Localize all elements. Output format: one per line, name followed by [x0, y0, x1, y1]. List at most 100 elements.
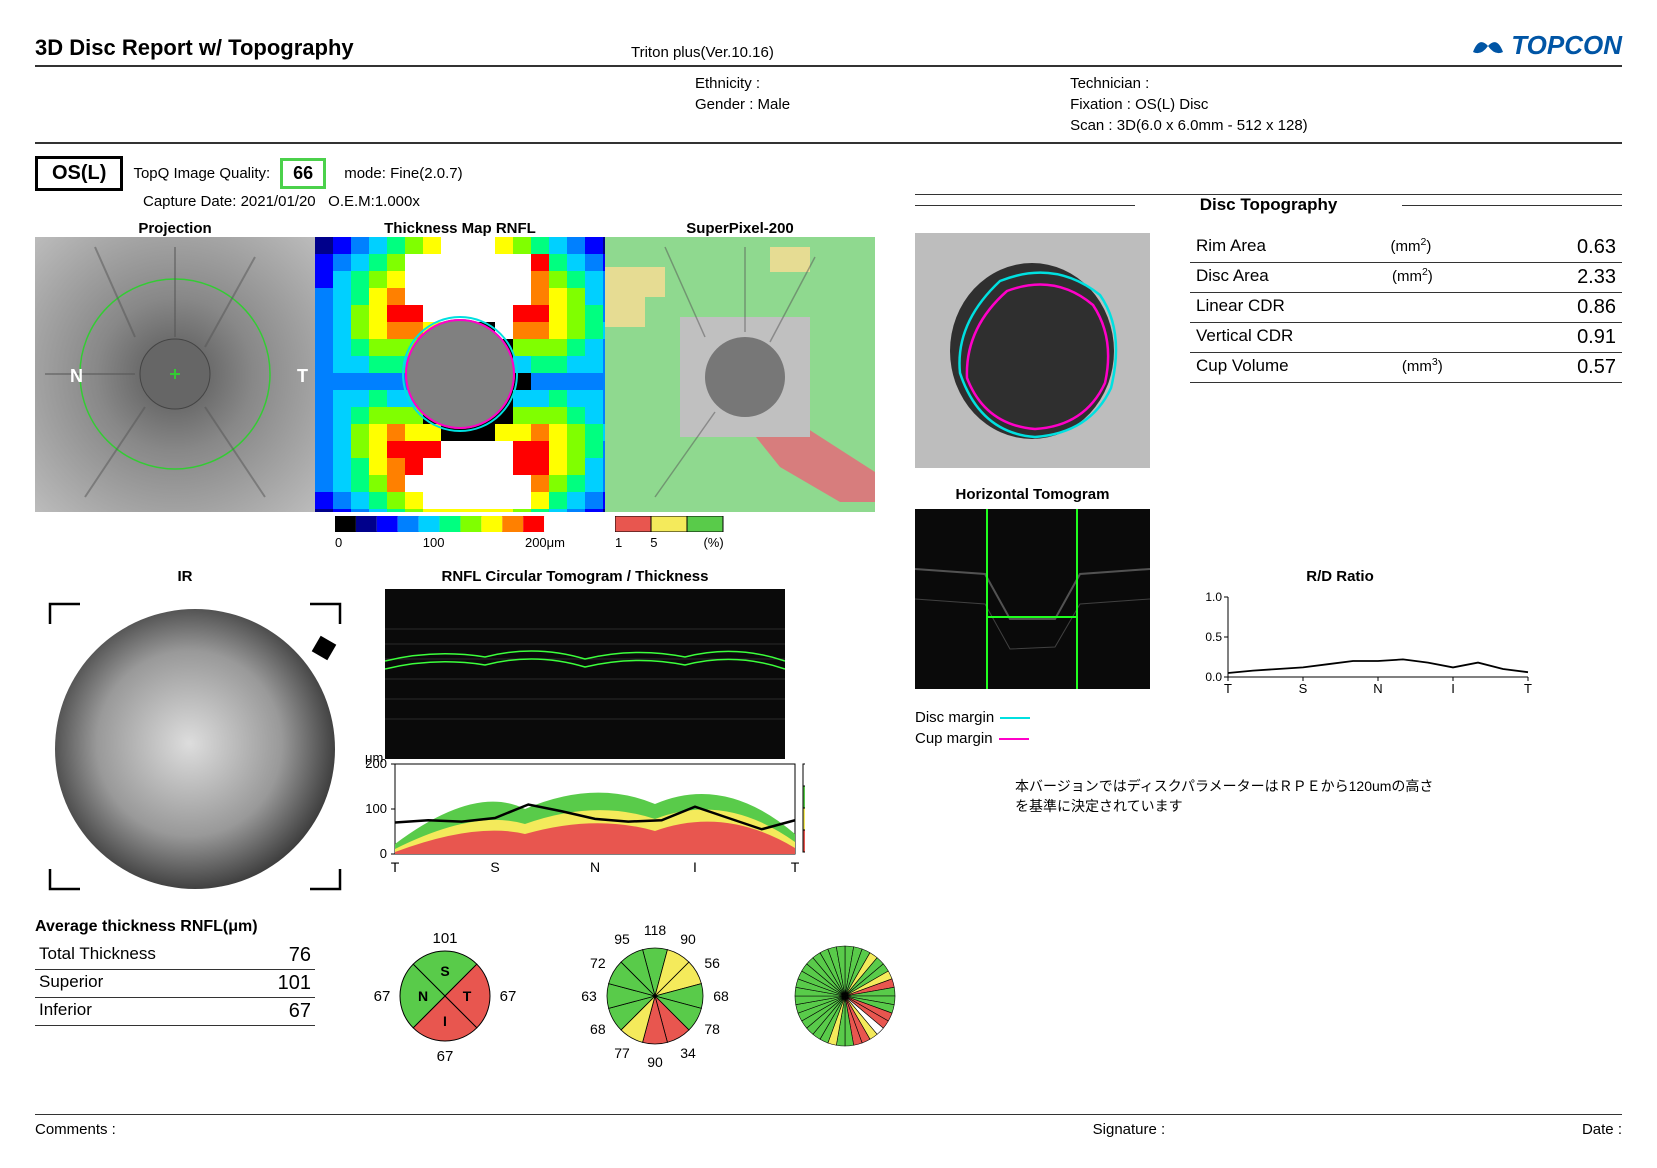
- comments-label: Comments :: [35, 1121, 116, 1138]
- disc-margin-swatch: [1000, 717, 1030, 719]
- report-title: 3D Disc Report w/ Topography: [35, 35, 354, 61]
- svg-text:63: 63: [581, 988, 597, 1004]
- fine-pie: [785, 936, 905, 1059]
- topography-table: Rim Area(mm2)0.63 Disc Area(mm2)2.33 Lin…: [1190, 233, 1622, 383]
- avg-title: Average thickness RNFL(μm): [35, 918, 315, 936]
- topo-value: 2.33: [1556, 266, 1616, 289]
- rd-ratio-title: R/D Ratio: [1180, 568, 1500, 585]
- oem-value: 1.000x: [375, 193, 420, 210]
- ir-title: IR: [35, 568, 335, 585]
- gender-value: Male: [758, 96, 791, 113]
- avg-value: 101: [278, 972, 311, 995]
- mode-value: Fine(2.0.7): [390, 165, 463, 182]
- svg-text:μm: μm: [365, 750, 383, 765]
- topo-value: 0.63: [1556, 236, 1616, 259]
- projection-image: N T: [35, 237, 315, 512]
- avg-label: Total Thickness: [39, 944, 156, 967]
- svg-text:0: 0: [380, 846, 387, 861]
- svg-text:90: 90: [680, 931, 696, 947]
- cup-margin-swatch: [999, 738, 1029, 740]
- circ-title: RNFL Circular Tomogram / Thickness: [365, 568, 785, 585]
- horizontal-tomogram-title: Horizontal Tomogram: [915, 486, 1150, 503]
- svg-text:T: T: [1224, 681, 1232, 696]
- scale-tick: 200μm: [525, 535, 565, 550]
- topcon-icon: [1471, 34, 1505, 58]
- avg-label: Superior: [39, 972, 103, 995]
- superpixel-scale: 1 5 (%): [605, 516, 875, 550]
- clock-pie: 1189056687834907768637295: [565, 911, 745, 1084]
- avg-value: 76: [289, 944, 311, 967]
- temporal-label: T: [297, 366, 308, 386]
- fixation-label: Fixation :: [1070, 96, 1131, 113]
- scale-tick: 100: [423, 535, 445, 550]
- svg-text:T: T: [1524, 681, 1532, 696]
- topo-label: Rim Area: [1196, 236, 1266, 259]
- svg-text:68: 68: [713, 988, 729, 1004]
- svg-text:S: S: [490, 859, 499, 875]
- svg-text:77: 77: [614, 1045, 630, 1061]
- svg-text:I: I: [443, 1013, 447, 1029]
- capture-value: 2021/01/20: [241, 193, 316, 210]
- quality-label: TopQ Image Quality:: [133, 165, 270, 182]
- scan-row: N T: [35, 237, 895, 512]
- eye-quality-bar: OS(L) TopQ Image Quality: 66 mode: Fine(…: [35, 144, 1622, 195]
- metadata-strip: Ethnicity : Gender : Male Technician : F…: [35, 67, 1622, 144]
- ir-image: [35, 589, 345, 904]
- topo-value: 0.57: [1556, 356, 1616, 379]
- svg-text:N: N: [1373, 681, 1382, 696]
- scan-label: Scan :: [1070, 117, 1113, 134]
- footer: Comments : Signature : Date :: [35, 1114, 1622, 1138]
- disc-margin-label: Disc margin: [915, 709, 994, 726]
- fixation-value: OS(L) Disc: [1135, 96, 1208, 113]
- mode-label: mode:: [344, 165, 386, 182]
- svg-text:67: 67: [500, 988, 517, 1005]
- topography-image: [915, 233, 1150, 468]
- horizontal-tomogram: [915, 509, 1150, 689]
- technician-label: Technician :: [1070, 75, 1149, 92]
- ethnicity-label: Ethnicity :: [695, 75, 760, 92]
- svg-text:I: I: [1451, 681, 1455, 696]
- brand-text: TOPCON: [1511, 30, 1622, 61]
- capture-label: Capture Date:: [143, 193, 236, 210]
- circular-tomogram: [385, 589, 785, 759]
- topo-label: Linear CDR: [1196, 296, 1285, 319]
- sp-scale-label: 1: [615, 535, 622, 550]
- svg-text:78: 78: [704, 1021, 720, 1037]
- svg-text:N: N: [418, 988, 428, 1004]
- header: 3D Disc Report w/ Topography Triton plus…: [35, 30, 1622, 67]
- svg-text:67: 67: [374, 988, 391, 1005]
- svg-text:67: 67: [437, 1048, 454, 1065]
- svg-text:56: 56: [704, 955, 720, 971]
- svg-text:101: 101: [432, 930, 457, 947]
- quality-value: 66: [280, 158, 326, 189]
- avg-value: 67: [289, 1000, 311, 1023]
- brand-logo: TOPCON: [1471, 30, 1622, 61]
- nasal-label: N: [70, 366, 83, 386]
- sp-scale-label: (%): [703, 535, 723, 550]
- svg-text:0.5: 0.5: [1205, 630, 1222, 644]
- quadrant-pie: STIN 101 67 67 67: [365, 911, 525, 1084]
- topo-label: Vertical CDR: [1196, 326, 1293, 349]
- japanese-note: 本バージョンではディスクパラメーターはＲＰＥから120umの高さを基準に決定され…: [1015, 777, 1435, 816]
- svg-text:0.0: 0.0: [1205, 670, 1222, 684]
- signature-label: Signature :: [1093, 1121, 1166, 1138]
- oem-label: O.E.M:: [328, 193, 375, 210]
- topo-value: 0.86: [1556, 296, 1616, 319]
- svg-text:T: T: [791, 859, 800, 875]
- svg-text:T: T: [463, 988, 472, 1004]
- topo-title: Disc Topography: [915, 195, 1622, 215]
- svg-text:68: 68: [590, 1021, 606, 1037]
- cup-margin-label: Cup margin: [915, 730, 993, 747]
- date-label: Date :: [1582, 1121, 1622, 1138]
- eye-indicator: OS(L): [35, 156, 123, 191]
- svg-text:100: 100: [365, 801, 387, 816]
- svg-text:95: 95: [614, 931, 630, 947]
- topo-label: Disc Area: [1196, 266, 1269, 289]
- superpixel-title: SuperPixel-200: [605, 220, 875, 237]
- thickness-scale: 0 100 200μm: [315, 516, 605, 550]
- svg-text:72: 72: [590, 955, 606, 971]
- avg-thickness-table: Average thickness RNFL(μm) Total Thickne…: [35, 918, 315, 1026]
- svg-text:S: S: [1299, 681, 1308, 696]
- svg-text:S: S: [440, 963, 449, 979]
- svg-text:90: 90: [647, 1054, 663, 1070]
